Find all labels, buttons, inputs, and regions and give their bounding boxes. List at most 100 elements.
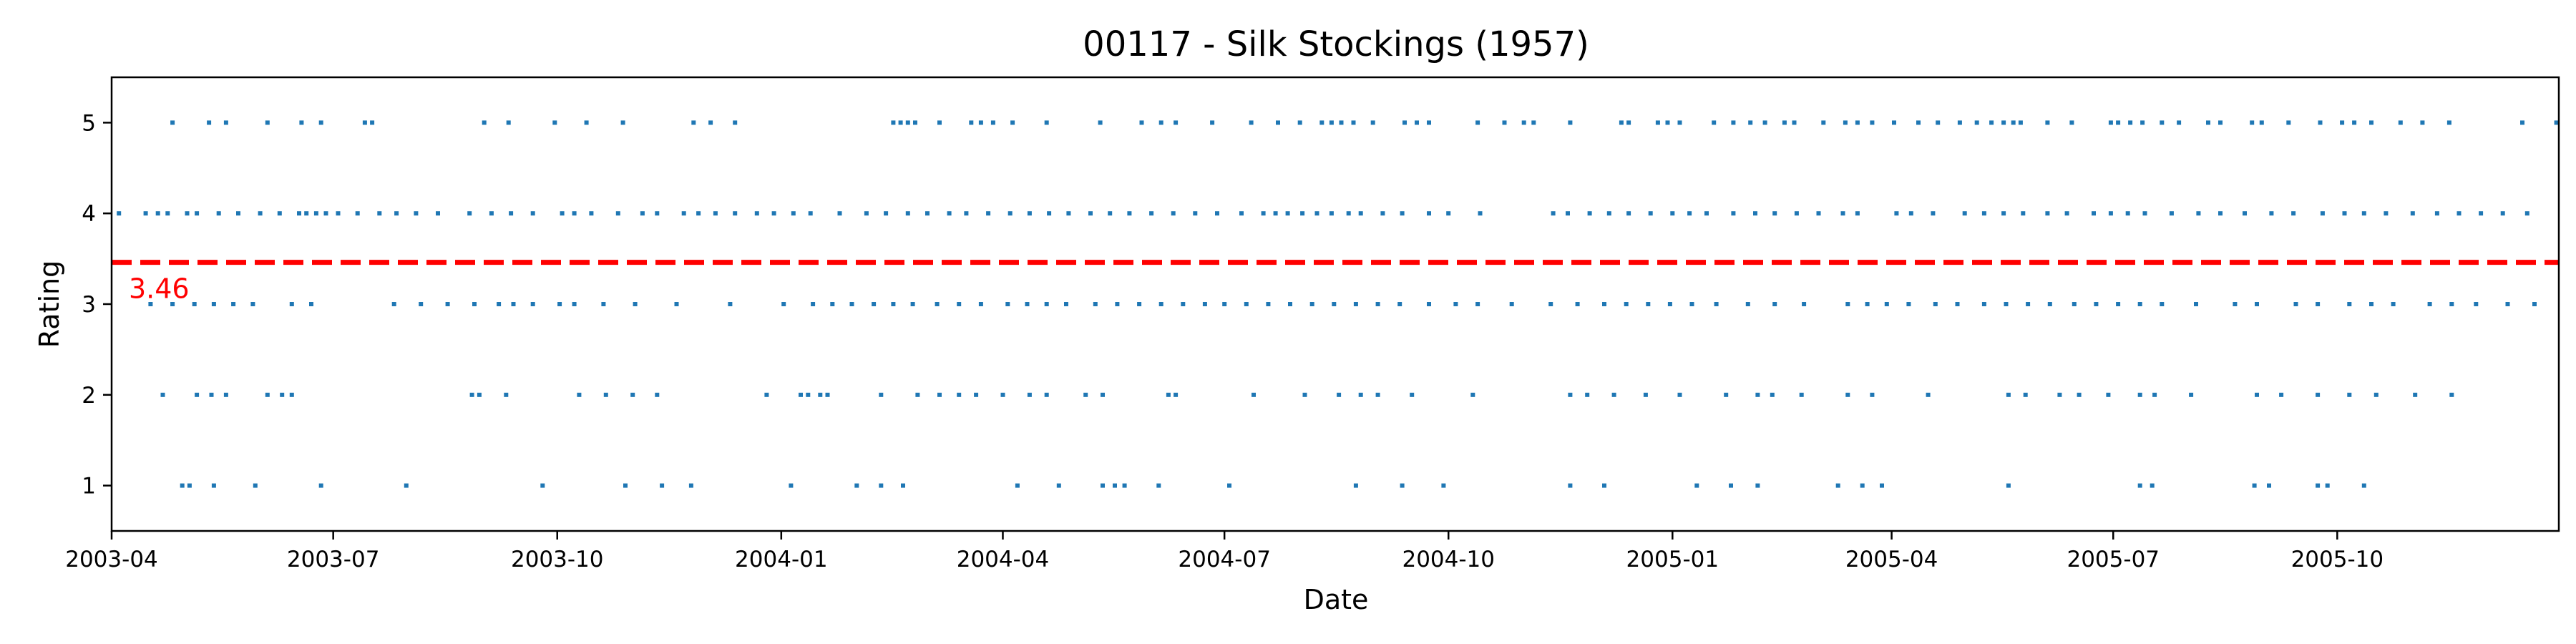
data-point — [1215, 211, 1219, 216]
data-point — [2391, 302, 2396, 306]
data-point — [584, 120, 589, 125]
data-point — [2021, 211, 2026, 216]
data-point — [1064, 302, 1068, 306]
data-point — [2142, 211, 2147, 216]
data-point — [1840, 211, 1845, 216]
data-point — [1865, 302, 1870, 306]
data-point — [1337, 392, 1342, 397]
data-point — [1724, 392, 1729, 397]
data-point — [2077, 392, 2082, 397]
data-point — [1410, 392, 1415, 397]
data-point — [898, 120, 903, 125]
data-point — [1027, 392, 1032, 397]
data-point — [1044, 392, 1049, 397]
data-point — [2160, 120, 2165, 125]
data-point — [2479, 211, 2484, 216]
data-point — [2233, 302, 2238, 306]
data-point — [2316, 392, 2321, 397]
data-point — [978, 120, 983, 125]
data-point — [1821, 120, 1826, 125]
data-point — [1860, 483, 1865, 488]
x-tick-label: 2003-07 — [287, 547, 380, 572]
data-point — [1626, 211, 1631, 216]
data-point — [2218, 211, 2223, 216]
data-point — [1602, 302, 1606, 306]
data-point — [1568, 392, 1573, 397]
data-point — [1302, 392, 1307, 397]
y-tick-label: 2 — [82, 383, 96, 409]
data-point — [1626, 120, 1631, 125]
data-point — [2255, 392, 2259, 397]
data-point — [2524, 211, 2529, 216]
data-point — [209, 392, 214, 397]
data-point — [2026, 302, 2031, 306]
data-point — [2279, 392, 2284, 397]
data-point — [223, 392, 228, 397]
data-point — [2243, 211, 2247, 216]
y-tick-label: 1 — [82, 474, 96, 499]
data-point — [2177, 120, 2182, 125]
data-point — [1288, 302, 1292, 306]
data-point — [1066, 211, 1071, 216]
data-point — [2218, 120, 2223, 125]
data-point — [1566, 211, 1570, 216]
data-point — [355, 211, 360, 216]
data-point — [2045, 120, 2050, 125]
data-point — [905, 120, 910, 125]
data-point — [1845, 302, 1850, 306]
data-point — [2269, 211, 2274, 216]
data-point — [1568, 483, 1573, 488]
data-point — [2474, 302, 2479, 306]
data-point — [1358, 211, 1363, 216]
data-point — [2352, 120, 2357, 125]
data-point — [811, 302, 816, 306]
data-point — [2434, 211, 2439, 216]
data-point — [1551, 211, 1556, 216]
data-point — [1329, 120, 1334, 125]
data-point — [1332, 302, 1337, 306]
data-point — [2137, 483, 2142, 488]
data-point — [925, 211, 930, 216]
data-point — [180, 483, 185, 488]
data-point — [309, 302, 313, 306]
data-point — [304, 211, 309, 216]
data-point — [469, 392, 474, 397]
data-point — [2427, 302, 2432, 306]
data-point — [195, 392, 200, 397]
data-point — [2125, 211, 2130, 216]
data-point — [2286, 120, 2291, 125]
data-point — [708, 120, 713, 125]
data-point — [1101, 392, 1105, 397]
data-point — [1244, 302, 1249, 306]
x-tick-label: 2004-07 — [1178, 547, 1271, 572]
mean-label: 3.46 — [129, 273, 190, 305]
data-point — [681, 211, 686, 216]
data-point — [806, 392, 811, 397]
data-point — [640, 211, 645, 216]
x-tick-label: 2003-04 — [65, 547, 158, 572]
data-point — [947, 211, 952, 216]
data-point — [1677, 120, 1682, 125]
data-point — [2160, 302, 2165, 306]
data-point — [236, 211, 240, 216]
data-point — [1531, 120, 1536, 125]
data-point — [1273, 211, 1278, 216]
data-point — [258, 211, 263, 216]
data-point — [297, 211, 301, 216]
data-point — [1794, 211, 1799, 216]
data-point — [318, 120, 323, 125]
data-point — [1509, 302, 1514, 306]
data-point — [1933, 302, 1938, 306]
data-point — [830, 302, 835, 306]
data-point — [1475, 120, 1480, 125]
data-point — [1989, 120, 1994, 125]
data-point — [969, 120, 974, 125]
data-point — [1926, 392, 1931, 397]
data-point — [2325, 483, 2330, 488]
data-point — [771, 211, 776, 216]
data-point — [2004, 302, 2009, 306]
data-point — [2252, 483, 2257, 488]
data-point — [978, 302, 983, 306]
data-point — [1427, 302, 1431, 306]
data-point — [2259, 120, 2264, 125]
